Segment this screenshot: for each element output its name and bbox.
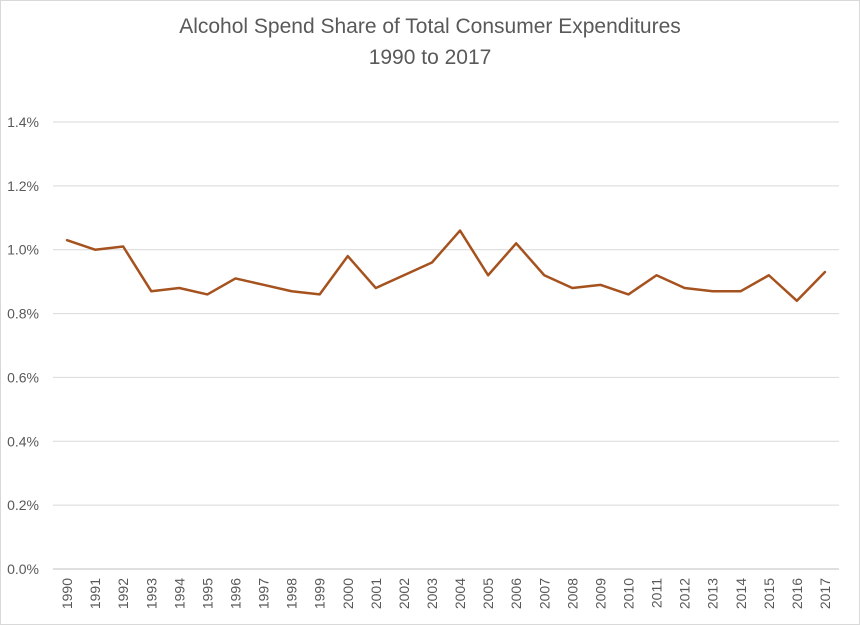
data-point (459, 229, 461, 231)
chart-subtitle: 1990 to 2017 (368, 46, 492, 69)
y-tick-label: 0.0% (7, 561, 39, 577)
x-tick-label: 2008 (564, 578, 580, 609)
y-tick-label: 1.0% (7, 242, 39, 258)
gridlines (53, 121, 839, 570)
data-point (290, 290, 292, 292)
x-tick-label: 2010 (620, 578, 636, 609)
y-tick-label: 0.6% (7, 369, 39, 385)
data-point (824, 271, 826, 273)
x-tick-label: 1996 (227, 578, 243, 609)
data-point (150, 290, 152, 292)
data-point (66, 239, 68, 241)
data-point (655, 274, 657, 276)
x-tick-label: 2013 (705, 578, 721, 609)
x-tick-label: 2016 (789, 578, 805, 609)
x-tick-label: 1990 (59, 578, 75, 609)
x-tick-label: 2014 (733, 578, 749, 609)
x-tick-label: 1993 (143, 578, 159, 609)
data-point (403, 274, 405, 276)
x-tick-label: 2003 (424, 578, 440, 609)
x-tick-label: 2007 (536, 578, 552, 609)
y-tick-label: 0.4% (7, 433, 39, 449)
data-point (683, 287, 685, 289)
data-point (318, 293, 320, 295)
x-tick-label: 1997 (256, 578, 272, 609)
y-tick-label: 0.8% (7, 306, 39, 322)
x-tick-label: 1994 (171, 578, 187, 609)
series-line (65, 229, 827, 303)
data-point (515, 242, 517, 244)
x-tick-label: 2006 (508, 578, 524, 609)
x-tick-label: 1998 (284, 578, 300, 609)
data-point (122, 245, 124, 247)
y-tick-label: 0.2% (7, 497, 39, 513)
data-point (347, 255, 349, 257)
data-point (599, 284, 601, 286)
x-tick-label: 1995 (199, 578, 215, 609)
x-tick-label: 2009 (592, 578, 608, 609)
data-point (94, 249, 96, 251)
y-axis-tick-labels: 0.0% 0.2% 0.4% 0.6% 0.8% 1.0% 1.2% 1.4% (7, 114, 39, 577)
x-tick-label: 2017 (817, 578, 833, 609)
data-point (796, 300, 798, 302)
chart-title: Alcohol Spend Share of Total Consumer Ex… (179, 15, 681, 38)
x-tick-label: 1992 (115, 578, 131, 609)
data-point (375, 287, 377, 289)
x-tick-label: 1991 (87, 578, 103, 609)
x-tick-label: 2004 (452, 578, 468, 609)
y-tick-label: 1.2% (7, 178, 39, 194)
x-axis-tick-labels: 1990 1991 1992 1993 1994 1995 1996 1997 1998 1999… (59, 578, 833, 609)
x-tick-label: 2001 (368, 578, 384, 609)
x-tick-label: 2015 (761, 578, 777, 609)
data-point (571, 287, 573, 289)
x-tick-label: 2005 (480, 578, 496, 609)
data-point (431, 261, 433, 263)
data-point (262, 284, 264, 286)
x-tick-label: 1999 (312, 578, 328, 609)
data-point (740, 290, 742, 292)
chart-title-block: Alcohol Spend Share of Total Consumer Ex… (1, 11, 859, 73)
data-point (487, 274, 489, 276)
y-tick-label: 1.4% (7, 114, 39, 130)
data-point (543, 274, 545, 276)
x-tick-label: 2000 (340, 578, 356, 609)
data-point (768, 274, 770, 276)
data-point (178, 287, 180, 289)
data-point (627, 293, 629, 295)
data-point (234, 277, 236, 279)
data-point (711, 290, 713, 292)
x-tick-label: 2002 (396, 578, 412, 609)
x-tick-label: 2012 (677, 578, 693, 609)
series-layer (65, 229, 827, 303)
x-tick-label: 2011 (649, 578, 665, 608)
data-point (206, 293, 208, 295)
